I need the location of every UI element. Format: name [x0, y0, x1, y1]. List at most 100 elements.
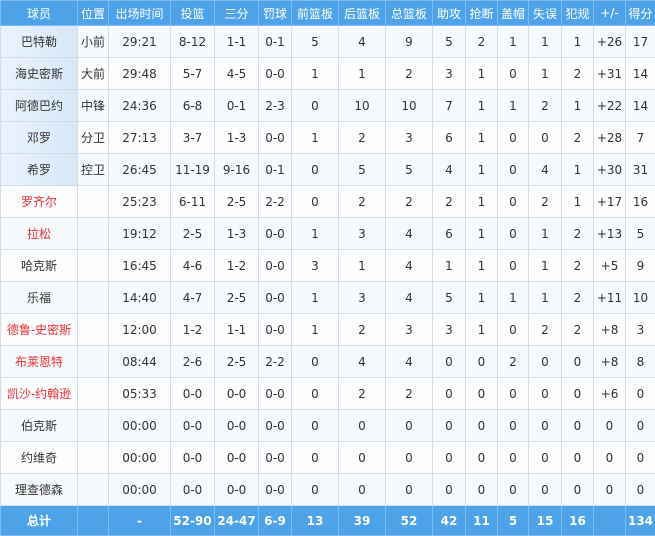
column-header-assists[interactable]: 助攻: [433, 1, 466, 26]
column-header-turnovers[interactable]: 失误: [529, 1, 562, 26]
cell-blocks: 0: [498, 186, 529, 218]
cell-three-pointers: 1-3: [215, 122, 259, 154]
column-header-player[interactable]: 球员: [1, 1, 78, 26]
cell-offensive-rebounds: 0: [292, 346, 339, 378]
cell-free-throws: 0-0: [259, 122, 292, 154]
total-assists: 42: [433, 506, 466, 536]
column-header-total-rebounds[interactable]: 总篮板: [386, 1, 433, 26]
cell-player[interactable]: 布莱恩特: [1, 346, 78, 378]
cell-player[interactable]: 希罗: [1, 154, 78, 186]
cell-steals: 1: [466, 122, 498, 154]
cell-total-rebounds: 2: [386, 186, 433, 218]
cell-total-rebounds: 3: [386, 314, 433, 346]
cell-steals: 1: [466, 154, 498, 186]
cell-three-pointers: 0-0: [215, 378, 259, 410]
cell-player[interactable]: 海史密斯: [1, 58, 78, 90]
cell-turnovers: 1: [529, 58, 562, 90]
cell-blocks: 1: [498, 26, 529, 58]
cell-steals: 0: [466, 378, 498, 410]
cell-plus-minus: 0: [594, 442, 626, 474]
cell-points: 3: [626, 314, 655, 346]
cell-assists: 6: [433, 122, 466, 154]
cell-turnovers: 1: [529, 282, 562, 314]
cell-player[interactable]: 拉松: [1, 218, 78, 250]
cell-offensive-rebounds: 0: [292, 378, 339, 410]
cell-plus-minus: +22: [594, 90, 626, 122]
cell-defensive-rebounds: 0: [339, 474, 386, 506]
total-fouls: 16: [562, 506, 594, 536]
cell-field-goals: 8-12: [171, 26, 215, 58]
total-three-pointers: 24-47: [215, 506, 259, 536]
cell-player[interactable]: 乐福: [1, 282, 78, 314]
total-player: 总计: [1, 506, 78, 536]
total-plus-minus: [594, 506, 626, 536]
column-header-position[interactable]: 位置: [78, 1, 109, 26]
cell-plus-minus: +26: [594, 26, 626, 58]
cell-blocks: 0: [498, 474, 529, 506]
column-header-minutes[interactable]: 出场时间: [109, 1, 171, 26]
cell-total-rebounds: 10: [386, 90, 433, 122]
cell-player[interactable]: 约维奇: [1, 442, 78, 474]
cell-defensive-rebounds: 3: [339, 282, 386, 314]
cell-player[interactable]: 邓罗: [1, 122, 78, 154]
cell-blocks: 0: [498, 314, 529, 346]
total-blocks: 5: [498, 506, 529, 536]
column-header-defensive-rebounds[interactable]: 后篮板: [339, 1, 386, 26]
column-header-points[interactable]: 得分: [626, 1, 655, 26]
cell-player[interactable]: 巴特勒: [1, 26, 78, 58]
cell-fouls: 1: [562, 186, 594, 218]
cell-assists: 7: [433, 90, 466, 122]
column-header-blocks[interactable]: 盖帽: [498, 1, 529, 26]
cell-assists: 5: [433, 282, 466, 314]
total-defensive-rebounds: 39: [339, 506, 386, 536]
column-header-free-throws[interactable]: 罚球: [259, 1, 292, 26]
cell-total-rebounds: 0: [386, 442, 433, 474]
column-header-three-pointers[interactable]: 三分: [215, 1, 259, 26]
cell-player[interactable]: 伯克斯: [1, 410, 78, 442]
cell-three-pointers: 0-0: [215, 410, 259, 442]
cell-three-pointers: 0-1: [215, 90, 259, 122]
cell-fouls: 1: [562, 90, 594, 122]
cell-blocks: 0: [498, 442, 529, 474]
column-header-field-goals[interactable]: 投篮: [171, 1, 215, 26]
cell-three-pointers: 1-1: [215, 26, 259, 58]
cell-player[interactable]: 阿德巴约: [1, 90, 78, 122]
cell-player[interactable]: 德鲁-史密斯: [1, 314, 78, 346]
cell-three-pointers: 2-5: [215, 186, 259, 218]
cell-free-throws: 0-0: [259, 378, 292, 410]
column-header-steals[interactable]: 抢断: [466, 1, 498, 26]
cell-offensive-rebounds: 5: [292, 26, 339, 58]
cell-assists: 1: [433, 250, 466, 282]
cell-steals: 0: [466, 442, 498, 474]
column-header-plus-minus[interactable]: +/-: [594, 1, 626, 26]
cell-player[interactable]: 哈克斯: [1, 250, 78, 282]
cell-player[interactable]: 凯沙-约翰逊: [1, 378, 78, 410]
cell-plus-minus: +17: [594, 186, 626, 218]
cell-total-rebounds: 4: [386, 346, 433, 378]
cell-points: 0: [626, 410, 655, 442]
cell-turnovers: 1: [529, 218, 562, 250]
column-header-fouls[interactable]: 犯规: [562, 1, 594, 26]
cell-position: [78, 442, 109, 474]
cell-offensive-rebounds: 3: [292, 250, 339, 282]
cell-plus-minus: +31: [594, 58, 626, 90]
cell-player[interactable]: 罗齐尔: [1, 186, 78, 218]
cell-steals: 1: [466, 250, 498, 282]
cell-minutes: 26:45: [109, 154, 171, 186]
total-field-goals: 52-90: [171, 506, 215, 536]
cell-offensive-rebounds: 0: [292, 154, 339, 186]
cell-plus-minus: +8: [594, 346, 626, 378]
cell-player[interactable]: 理查德森: [1, 474, 78, 506]
cell-minutes: 00:00: [109, 474, 171, 506]
cell-steals: 1: [466, 186, 498, 218]
cell-defensive-rebounds: 2: [339, 186, 386, 218]
column-header-offensive-rebounds[interactable]: 前篮板: [292, 1, 339, 26]
cell-assists: 4: [433, 154, 466, 186]
cell-position: [78, 218, 109, 250]
cell-points: 14: [626, 90, 655, 122]
total-minutes: -: [109, 506, 171, 536]
cell-position: [78, 346, 109, 378]
